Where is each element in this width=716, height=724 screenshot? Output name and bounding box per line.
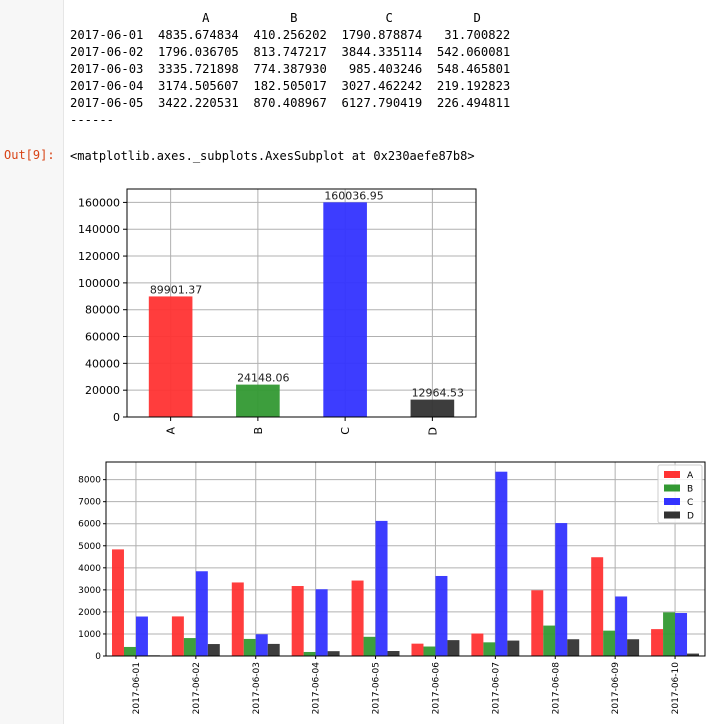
x-tick-label: 2017-06-06 xyxy=(431,662,441,715)
y-tick-label: 100000 xyxy=(78,277,120,290)
bar-D-2017-06-04 xyxy=(327,651,340,656)
y-tick-label: 140000 xyxy=(78,223,120,236)
y-tick-label: 1000 xyxy=(78,630,101,640)
y-tick-label: 3000 xyxy=(78,586,101,596)
legend-swatch-B xyxy=(664,484,680,492)
y-tick-label: 40000 xyxy=(85,357,120,370)
y-tick-label: 8000 xyxy=(78,476,101,486)
bar-B-2017-06-02 xyxy=(183,638,196,656)
x-tick-label: B xyxy=(252,427,265,435)
bar-A-2017-06-08 xyxy=(531,590,544,656)
bar-A xyxy=(148,296,193,417)
x-tick-label: 2017-06-07 xyxy=(491,662,501,714)
bar-A-2017-06-07 xyxy=(471,633,484,656)
legend-swatch-A xyxy=(664,471,680,478)
bar-value-label: 89901.37 xyxy=(150,283,203,296)
bar-C xyxy=(323,202,367,417)
x-tick-label: D xyxy=(426,427,439,435)
bar-B-2017-06-06 xyxy=(423,646,436,656)
bar-value-label: 160036.95 xyxy=(324,189,384,202)
y-tick-label: 5000 xyxy=(78,542,101,552)
bar-D-2017-06-05 xyxy=(387,651,400,656)
bar-value-label: 24148.06 xyxy=(237,372,290,385)
bar-C-2017-06-01 xyxy=(135,616,148,656)
output-prompt: Out[9]: xyxy=(4,148,55,162)
y-tick-label: 7000 xyxy=(78,498,101,508)
bar-D-2017-06-08 xyxy=(567,639,580,656)
bar-C-2017-06-09 xyxy=(615,596,628,656)
bar-B-2017-06-01 xyxy=(123,646,136,656)
x-tick-label: 2017-06-09 xyxy=(611,662,621,715)
y-tick-label: 160000 xyxy=(78,196,120,209)
y-tick-label: 0 xyxy=(95,652,101,662)
output-repr: <matplotlib.axes._subplots.AxesSubplot a… xyxy=(70,149,475,163)
x-tick-label: 2017-06-02 xyxy=(192,662,202,714)
x-tick-label: 2017-06-08 xyxy=(551,662,561,715)
x-tick-label: 2017-06-03 xyxy=(252,662,262,714)
y-tick-label: 60000 xyxy=(85,331,120,344)
x-tick-label: A xyxy=(165,427,178,435)
x-tick-label: C xyxy=(339,427,352,435)
legend-swatch-C xyxy=(664,498,680,505)
y-tick-label: 2000 xyxy=(78,608,101,618)
y-tick-label: 6000 xyxy=(78,520,101,530)
bar-B xyxy=(236,384,280,417)
bar-A-2017-06-04 xyxy=(291,586,304,656)
bar-A-2017-06-01 xyxy=(111,549,124,656)
bar-A-2017-06-02 xyxy=(171,616,184,656)
x-tick-label: 2017-06-05 xyxy=(372,662,382,714)
bar-A-2017-06-09 xyxy=(591,557,604,656)
bar-B-2017-06-03 xyxy=(243,638,256,656)
bar-B-2017-06-09 xyxy=(603,630,616,656)
plot-frame xyxy=(105,461,706,657)
x-tick-label: 2017-06-10 xyxy=(671,662,681,715)
y-tick-label: 0 xyxy=(113,411,120,424)
bar-C-2017-06-04 xyxy=(315,589,328,656)
legend-box xyxy=(657,464,703,524)
bar-C-2017-06-07 xyxy=(495,471,508,656)
y-tick-label: 120000 xyxy=(78,250,120,263)
bar-A-2017-06-03 xyxy=(231,582,244,656)
bar-B-2017-06-10 xyxy=(663,612,676,656)
legend-label: B xyxy=(687,485,693,495)
x-tick-label: 2017-06-01 xyxy=(132,662,142,714)
y-tick-label: 80000 xyxy=(85,304,120,317)
bar-A-2017-06-05 xyxy=(351,580,364,656)
legend-swatch-D xyxy=(664,511,680,519)
y-tick-label: 4000 xyxy=(78,564,101,574)
bar-C-2017-06-08 xyxy=(555,523,568,656)
bar-D-2017-06-03 xyxy=(267,643,280,656)
bar-A-2017-06-06 xyxy=(411,643,424,656)
bar-B-2017-06-04 xyxy=(303,651,316,656)
bar-D-2017-06-07 xyxy=(507,640,520,656)
x-tick-label: 2017-06-04 xyxy=(312,662,322,715)
bar-C-2017-06-05 xyxy=(375,520,388,656)
legend-label: A xyxy=(687,471,694,481)
bar-value-label: 12964.53 xyxy=(412,387,465,400)
bar-C-2017-06-03 xyxy=(255,634,268,656)
bar-C-2017-06-06 xyxy=(435,575,448,656)
plot-frame xyxy=(126,188,477,418)
legend-label: D xyxy=(687,512,694,522)
bar-B-2017-06-08 xyxy=(543,625,556,656)
y-tick-label: 20000 xyxy=(85,384,120,397)
bar-B-2017-06-07 xyxy=(483,642,496,656)
bar-D-2017-06-10 xyxy=(687,653,700,656)
bar-C-2017-06-10 xyxy=(675,613,688,656)
bar-D xyxy=(410,399,455,417)
bar-D-2017-06-06 xyxy=(447,640,460,656)
dataframe-output: A B C D 2017-06-01 4835.674834 410.25620… xyxy=(70,11,511,127)
bar-C-2017-06-02 xyxy=(195,571,208,656)
bar-B-2017-06-05 xyxy=(363,636,376,656)
legend-label: C xyxy=(687,498,693,508)
bar-D-2017-06-09 xyxy=(627,639,640,656)
bar-A-2017-06-10 xyxy=(651,629,664,656)
bar-D-2017-06-02 xyxy=(207,644,220,656)
cell-gutter xyxy=(0,0,64,724)
